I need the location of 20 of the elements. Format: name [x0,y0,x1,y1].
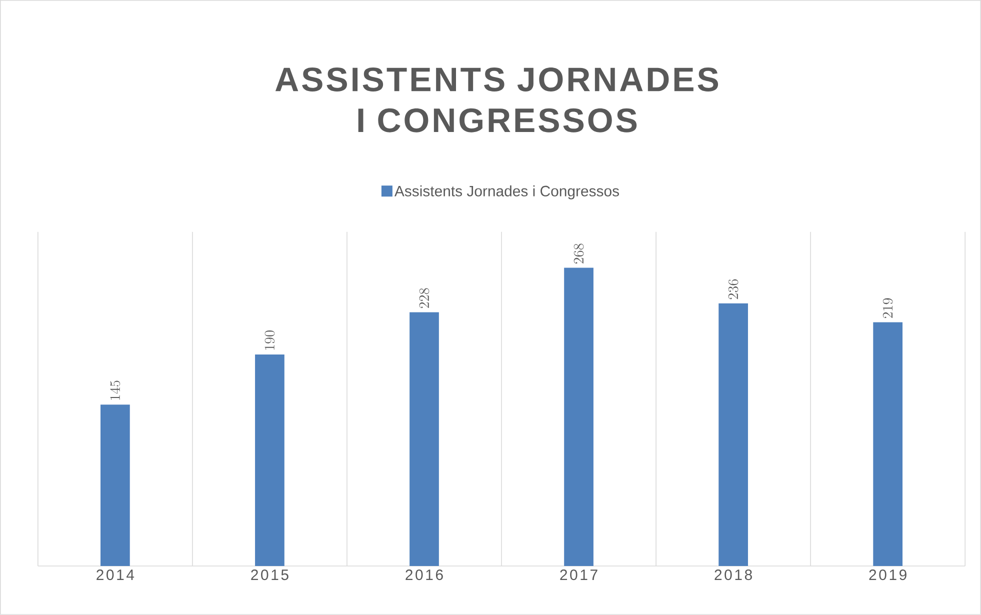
bar [718,303,748,566]
x-tick-label: 2014 [96,570,134,580]
data-label: 228 [419,288,430,308]
x-tick-label: 2018 [714,570,752,580]
bar [100,404,130,566]
data-label: 219 [882,298,893,318]
legend-label: Assistents Jornades i Congressos [394,185,619,200]
bar [255,354,284,566]
data-label: 145 [110,380,120,400]
x-tick-label: 2019 [869,570,906,580]
bar [410,312,439,566]
x-tick-label: 2016 [406,570,443,580]
data-label: 236 [728,279,738,300]
chart-title: ASSISTENTS JORNADES I CONGRESSOS [275,68,718,132]
data-label: 268 [574,244,584,264]
x-tick-label: 2015 [251,570,288,580]
bar [564,268,594,566]
bar [873,322,903,566]
x-tick-label: 2017 [560,570,598,580]
data-label: 190 [264,330,275,350]
